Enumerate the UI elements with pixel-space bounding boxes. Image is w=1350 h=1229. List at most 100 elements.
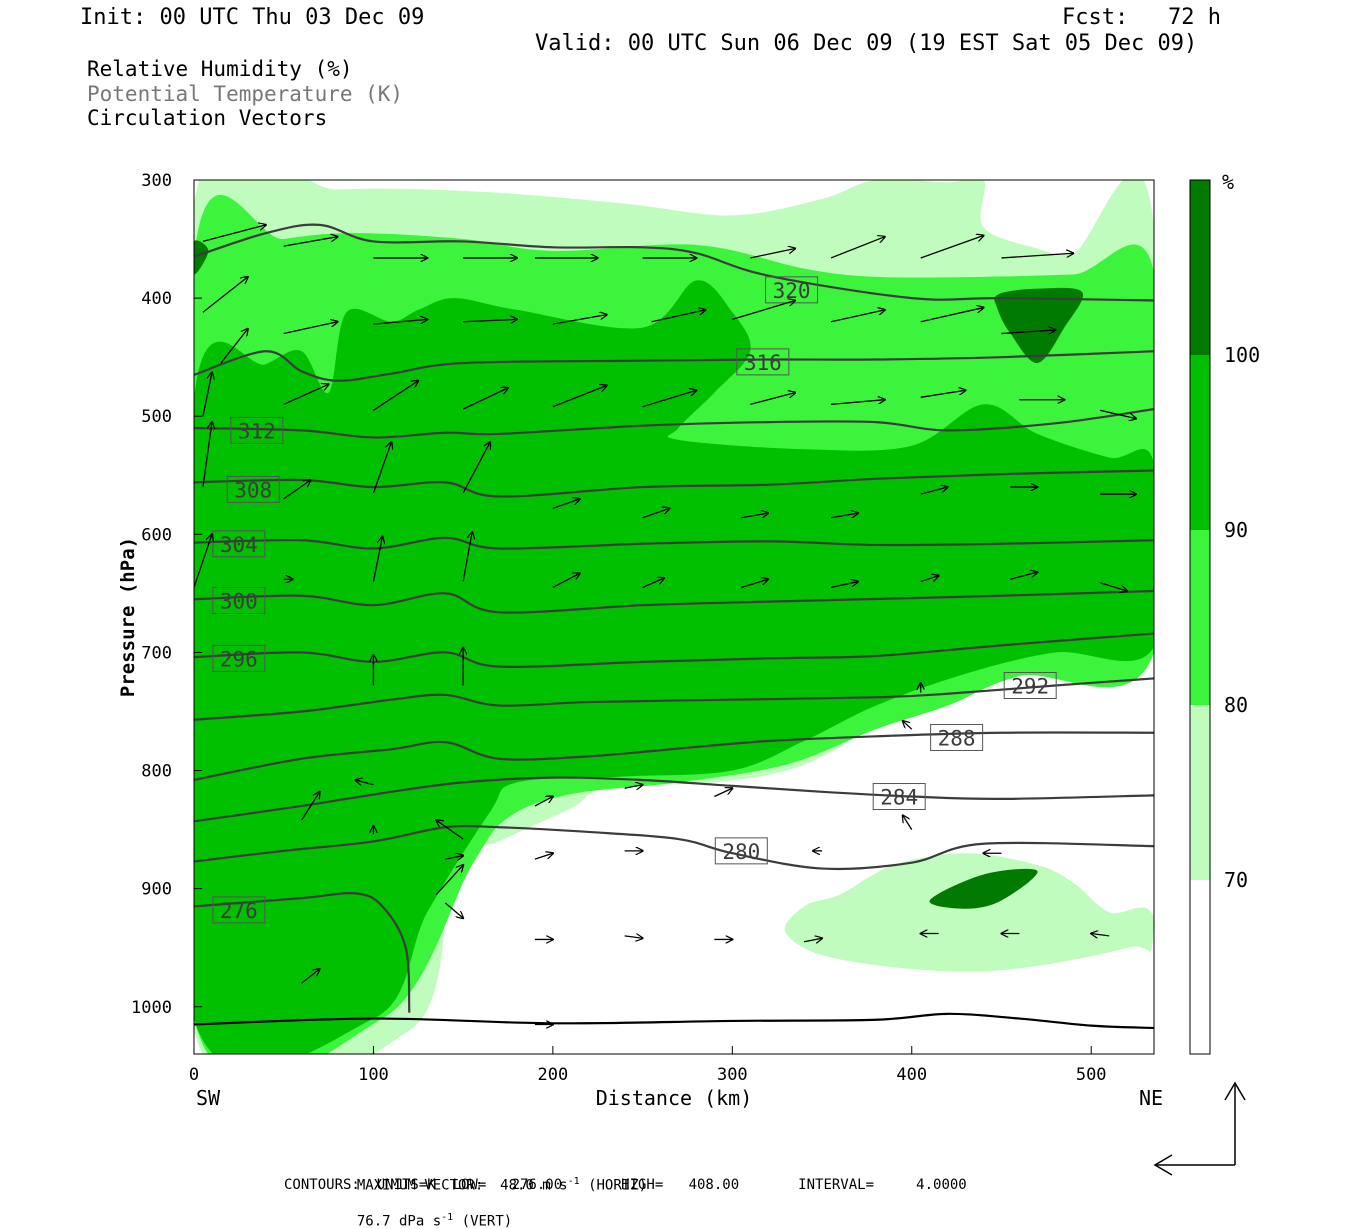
circulation-vector — [462, 532, 472, 582]
y-tick-label: 400 — [141, 289, 172, 309]
circulation-vector — [642, 578, 665, 589]
circulation-vector — [435, 865, 463, 895]
isentrope-label-text: 288 — [938, 726, 976, 750]
circulation-vector — [624, 785, 643, 789]
colorbar-label: 90 — [1224, 518, 1248, 542]
circulation-vector — [462, 442, 490, 494]
circulation-vector — [552, 386, 607, 408]
valid-time: Valid: 00 UTC Sun 06 Dec 09 (19 EST Sat … — [535, 31, 1198, 56]
circulation-vector — [373, 319, 427, 325]
rh-region-100-3 — [194, 240, 209, 275]
isentrope-label-300: 300 — [212, 586, 266, 614]
circulation-vector — [830, 582, 858, 589]
circulation-vector — [903, 815, 913, 830]
circulation-vector — [830, 237, 885, 259]
max-vector-vert: 76.7 dPa s — [356, 1213, 442, 1229]
circulation-vector — [903, 721, 913, 730]
isentrope-320 — [194, 223, 1154, 302]
y-tick-label: 700 — [141, 643, 172, 663]
y-tick-label: 1000 — [131, 998, 172, 1018]
circulation-vector — [202, 277, 248, 313]
x-tick-label: 0 — [189, 1065, 199, 1085]
circulation-vector — [1099, 582, 1127, 591]
isentrope-label-text: 292 — [1011, 675, 1049, 699]
circulation-vector — [1100, 409, 1136, 418]
isentrope-label-288: 288 — [930, 723, 984, 751]
y-tick-label: 500 — [141, 407, 172, 427]
circulation-vector — [444, 902, 463, 918]
isentrope-308 — [194, 469, 1154, 498]
x-tick-label: 500 — [1076, 1065, 1107, 1085]
circulation-vector — [283, 237, 338, 247]
isentrope-label-280: 280 — [714, 837, 768, 865]
isentrope-label-308: 308 — [226, 475, 280, 503]
max-vector-horiz: MAXIMUM VECTOR: 48.0 m s — [356, 1177, 568, 1194]
colorbar-segment — [1190, 880, 1210, 1054]
circulation-vector — [741, 579, 768, 589]
circulation-vector — [436, 820, 464, 840]
x-right-label: NE — [1139, 1086, 1163, 1110]
circulation-vector — [920, 236, 984, 259]
vert-tag: (VERT) — [461, 1213, 513, 1229]
legend-vectors: Circulation Vectors — [87, 106, 328, 130]
y-tick-label: 300 — [141, 171, 172, 191]
y-tick-label: 800 — [141, 762, 172, 782]
isentrope-label-text: 316 — [744, 351, 782, 375]
circulation-vector — [202, 373, 212, 417]
isentrope-288 — [194, 731, 1154, 782]
circulation-vector — [1001, 330, 1055, 334]
plot-frame — [193, 179, 1155, 1055]
circulation-vector — [920, 576, 939, 583]
circulation-vector — [283, 322, 338, 335]
isentrope-label-text: 280 — [722, 840, 760, 864]
isentrope-label-292: 292 — [1003, 672, 1057, 700]
isentrope-316 — [194, 350, 1154, 382]
isentrope-label-296: 296 — [212, 644, 266, 672]
circulation-vector — [283, 480, 311, 500]
footer-contours: CONTOURS: UNITS=K LOW= 276.00 HIGH= 408.… — [284, 1177, 967, 1193]
isentrope-label-text: 312 — [238, 419, 276, 443]
isentrope-312 — [194, 408, 1154, 439]
x-tick-label: 400 — [896, 1065, 927, 1085]
colorbar-segment — [1190, 180, 1210, 355]
circulation-vector — [202, 422, 212, 488]
circulation-vector — [1010, 572, 1037, 580]
circulation-vector — [1001, 253, 1073, 259]
circulation-vector — [642, 508, 670, 519]
circulation-vector — [651, 310, 706, 323]
circulation-vector — [220, 329, 248, 364]
colorbar-segment — [1190, 355, 1210, 530]
circulation-vector — [463, 319, 517, 321]
circulation-vector — [920, 487, 948, 495]
isentrope-292 — [194, 677, 1154, 721]
circulation-vector — [552, 499, 580, 509]
isentrope-label-284: 284 — [872, 783, 926, 811]
circulation-vector — [445, 856, 463, 860]
circulation-vector — [830, 400, 885, 406]
circulation-vector — [202, 225, 266, 243]
circulation-vector — [372, 442, 391, 494]
footer-max-vector: MAXIMUM VECTOR: 48.0 m s-1 (HORIZ) 76.7 … — [356, 1176, 648, 1229]
colorbar-frame — [1189, 179, 1211, 1055]
isentrope-label-276: 276 — [212, 896, 266, 924]
circulation-vector — [803, 938, 822, 942]
init-label: Init: 00 UTC Thu 03 Dec 09 — [80, 5, 425, 30]
y-axis-title: Pressure (hPa) — [117, 537, 139, 697]
circulation-vector — [920, 390, 966, 398]
circulation-vector — [534, 853, 553, 860]
isentrope-296 — [194, 632, 1154, 668]
x-left-label: SW — [196, 1086, 221, 1110]
x-axis-title: Distance (km) — [596, 1086, 753, 1110]
rh-region-100-4 — [994, 287, 1084, 364]
circulation-vector — [301, 792, 320, 821]
circulation-vector — [642, 390, 697, 408]
isentrope-label-text: 304 — [220, 533, 258, 557]
isentrope-label-text: 320 — [773, 279, 811, 303]
isentrope-label-text: 296 — [220, 647, 258, 671]
rh-region-100-5 — [929, 868, 1038, 909]
circulation-vector — [372, 537, 382, 582]
isentrope-label-316: 316 — [736, 348, 790, 376]
colorbar-label: 100 — [1224, 343, 1260, 367]
isentrope-280 — [194, 824, 1154, 871]
circulation-vector — [462, 388, 508, 410]
